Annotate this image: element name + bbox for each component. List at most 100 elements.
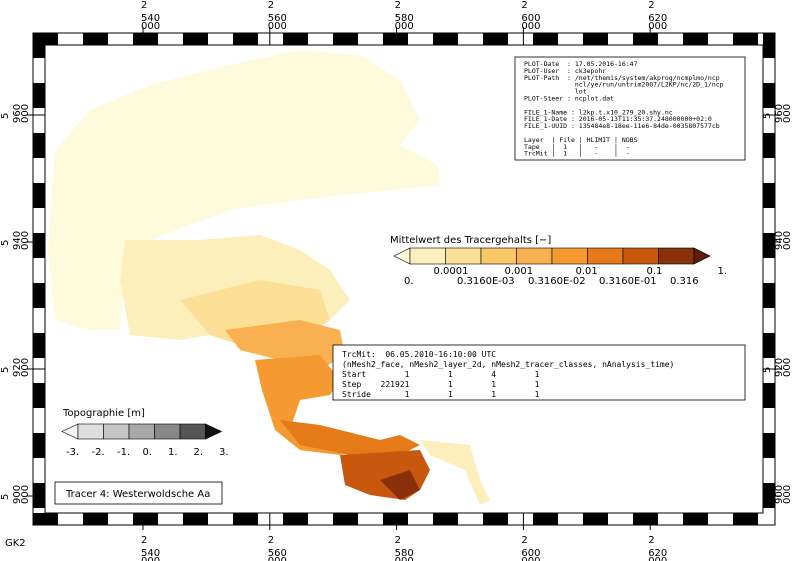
info-line: ncl/ye/run/untrim2007/L2KP/nc/2D_1/ncp (524, 81, 724, 89)
tick-label: 940 (12, 231, 23, 250)
variable-line: (nMesh2_face, nMesh2_layer_2d, nMesh2_tr… (342, 360, 674, 369)
border-block (33, 333, 45, 358)
info-line: FILE_1-Date : 2016-05-13T11:35:37.248000… (524, 115, 712, 123)
tick-label: 920 (12, 358, 23, 377)
border-block (283, 513, 308, 525)
legend-label: -3. (66, 447, 79, 458)
legend-swatch (409, 247, 446, 265)
tick-suffix: 000 (782, 358, 793, 377)
tick-suffix: 000 (782, 485, 793, 504)
border-block (283, 33, 308, 45)
tick-prefix: 5 (762, 494, 773, 500)
legend-label: 0. (143, 447, 153, 458)
border-block (763, 83, 775, 108)
tick-label: 560 (268, 13, 287, 24)
tick-suffix: 000 (648, 556, 667, 561)
tick-label: 620 (648, 548, 667, 559)
border-block (33, 433, 45, 458)
tick-label: 580 (395, 13, 414, 24)
legend-label: 0.3160E-02 (528, 276, 586, 287)
legend-swatch (128, 423, 155, 440)
legend-swatch (154, 423, 181, 440)
tick-suffix: 000 (521, 21, 540, 32)
legend-label: 0.001 (505, 266, 534, 277)
legend-swatch (103, 423, 130, 440)
tick-suffix: 000 (268, 556, 287, 561)
tick-suffix: 000 (20, 231, 31, 250)
border-block (763, 333, 775, 358)
border-block (333, 513, 358, 525)
border-block (763, 283, 775, 308)
border-block (633, 33, 658, 45)
border-block (233, 513, 258, 525)
legend-label: 0.316 (670, 276, 699, 287)
legend-label: -2. (92, 447, 105, 458)
tick-prefix: 2 (141, 535, 147, 546)
info-line: Tape | 1 | - | - (524, 143, 630, 151)
variable-line: Step 221921 1 1 1 (342, 380, 540, 389)
legend-label: 0.1 (647, 266, 663, 277)
legend-swatch (516, 247, 553, 265)
border-block (733, 33, 758, 45)
border-block (83, 33, 108, 45)
border-block (183, 513, 208, 525)
info-line: FILE_1-UUID : 135484e8-18ee-11e6-84de-00… (524, 122, 720, 130)
tick-suffix: 000 (20, 104, 31, 123)
legend-swatch (622, 247, 659, 265)
tick-label: 540 (141, 548, 160, 559)
caption: Tracer 4: Westerwoldsche Aa (65, 489, 210, 500)
border-block (33, 283, 45, 308)
legend-label: 0.3160E-01 (599, 276, 657, 287)
tick-prefix: 5 (762, 367, 773, 373)
legend-label: 3. (219, 447, 229, 458)
tick-suffix: 000 (141, 21, 160, 32)
border-block (433, 513, 458, 525)
projection-label: GK2 (5, 538, 26, 549)
tick-label: 960 (774, 104, 785, 123)
legend-arrow (205, 423, 223, 440)
border-block (483, 33, 508, 45)
border-block (763, 383, 775, 408)
border-block (233, 33, 258, 45)
tick-label: 900 (12, 485, 23, 504)
border-block (733, 513, 758, 525)
legend-swatch (77, 423, 104, 440)
tick-suffix: 000 (141, 556, 160, 561)
border-block (483, 513, 508, 525)
tick-suffix: 000 (20, 485, 31, 504)
tick-suffix: 000 (395, 556, 414, 561)
border-block (33, 513, 58, 525)
tick-label: 560 (268, 548, 287, 559)
tick-label: 620 (648, 13, 667, 24)
tick-prefix: 2 (268, 0, 274, 11)
border-block (763, 133, 775, 158)
variable-box (332, 344, 746, 401)
tick-label: 940 (774, 231, 785, 250)
legend-title: Mittelwert des Tracergehalts [−] (390, 235, 551, 246)
tick-label: 600 (521, 548, 540, 559)
legend-swatch (445, 247, 482, 265)
border-block (33, 33, 45, 58)
info-box (514, 56, 746, 161)
border-block (333, 33, 358, 45)
border-block (433, 33, 458, 45)
info-line: lot (524, 88, 587, 96)
border-block (763, 233, 775, 258)
tick-prefix: 5 (0, 494, 11, 500)
border-block (33, 133, 45, 158)
tick-prefix: 5 (762, 113, 773, 119)
variable-line: TrcMit: 06.05.2010-16:10:00 UTC (342, 350, 496, 359)
map-shapes (48, 50, 490, 505)
tick-suffix: 000 (782, 104, 793, 123)
border-block (33, 83, 45, 108)
border-block (583, 513, 608, 525)
tick-suffix: 000 (648, 21, 667, 32)
border-block (763, 183, 775, 208)
